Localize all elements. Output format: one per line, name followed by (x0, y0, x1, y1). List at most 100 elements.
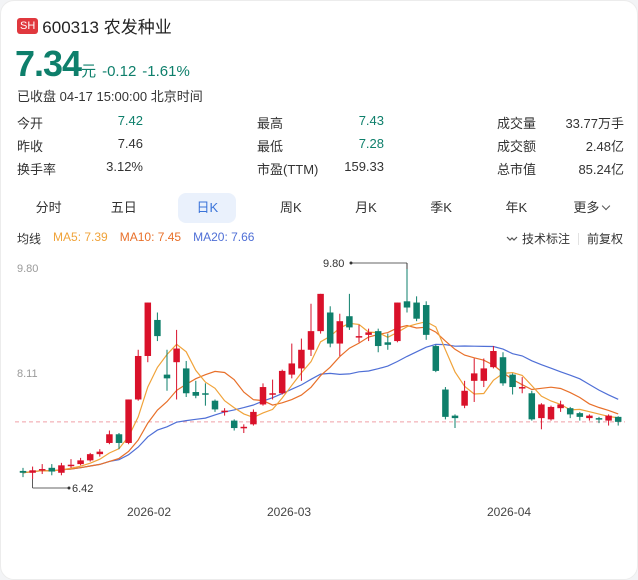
divider (577, 232, 579, 245)
candle-body (547, 406, 555, 420)
candle-body (566, 408, 574, 415)
tab-quarterly-k[interactable]: 季K (430, 200, 452, 215)
y-axis-label-top: 9.80 (17, 263, 39, 275)
candle-body (298, 349, 305, 369)
stats-grid: 今开 7.42 最高 7.43 成交量 33.77万手 昨收 7.46 最低 7… (17, 113, 625, 182)
candle-body (346, 316, 353, 328)
candle-body (106, 434, 113, 443)
tab-yearly-k[interactable]: 年K (505, 200, 528, 215)
price-change-pct: -1.61% (142, 63, 190, 80)
candle-body (307, 331, 315, 350)
ma-legend: 均线 MA5: 7.39 MA10: 7.45 MA20: 7.66 (17, 230, 254, 247)
x-axis-label: 2026-03 (267, 505, 312, 519)
chevron-down-icon (602, 201, 611, 211)
tab-daily-k[interactable]: 日K (178, 193, 237, 223)
candle-body (173, 348, 180, 363)
candle-body (355, 336, 363, 338)
stat-value-low: 7.28 (358, 136, 384, 151)
tech-annotation-label: 技术标注 (521, 232, 570, 246)
stat-label-pe: 市盈(TTM) (257, 162, 319, 177)
candle-body (134, 355, 142, 400)
stock-header: SH 600313 农发种业 (17, 13, 172, 38)
candle-body (470, 373, 478, 381)
candle-body (269, 393, 276, 395)
candle-body (317, 293, 324, 332)
candle-body (211, 400, 219, 410)
stat-value-turnover-rate: 3.12% (106, 159, 143, 174)
stat-label-prev-close: 昨收 (17, 139, 44, 154)
ma10-line (22, 324, 619, 474)
candle-body (509, 374, 516, 388)
candle-body (240, 426, 248, 429)
candle-body (144, 302, 152, 356)
wave-icon (506, 236, 518, 241)
candle-body (77, 460, 84, 465)
stat-label-turnover-rate: 换手率 (17, 162, 57, 177)
candle-body (115, 434, 123, 443)
candle-body (125, 399, 132, 443)
max-dot (349, 261, 353, 265)
ma-legend-label: 均线 (17, 232, 42, 246)
stat-value-open: 7.42 (117, 113, 143, 128)
candle-body (384, 342, 392, 345)
stat-label-market-cap: 总市值 (497, 162, 537, 177)
min-price-label: 6.42 (72, 483, 93, 495)
tab-five-day[interactable]: 五日 (110, 200, 137, 215)
candle-body (374, 331, 382, 347)
candle-body (518, 387, 526, 389)
candle-body (250, 411, 257, 425)
ma5-line (22, 321, 619, 474)
stat-label-turnover: 成交额 (497, 139, 537, 154)
ma20-line (22, 343, 619, 474)
tab-more[interactable]: 更多 (554, 193, 629, 223)
candle-body (422, 305, 430, 335)
candle-body (365, 332, 372, 335)
stat-label-open: 今开 (17, 116, 44, 131)
stats-row: 昨收 7.46 最低 7.28 成交额 2.48亿 (17, 136, 625, 159)
tab-weekly-k[interactable]: 周K (280, 200, 302, 215)
candle-body (48, 467, 56, 472)
tab-monthly-k[interactable]: 月K (355, 200, 377, 215)
candle-body (202, 393, 209, 395)
candle-body (557, 404, 564, 409)
candlestick-chart[interactable]: 9.80 6.42 (1, 251, 638, 501)
candle-body (19, 470, 27, 473)
candle-body (595, 418, 603, 420)
candle-body (288, 363, 296, 375)
ma10-value: MA10: 7.45 (119, 230, 182, 244)
candle-body (538, 404, 545, 419)
stat-value-volume: 33.77万手 (565, 116, 624, 131)
candle-body (451, 415, 459, 419)
stat-label-low: 最低 (257, 139, 284, 154)
candle-body (154, 319, 161, 337)
tab-intraday[interactable]: 分时 (35, 200, 62, 215)
candle-body (403, 301, 411, 308)
candle-body (528, 393, 536, 420)
market-status: 已收盘 04-17 15:00:00 北京时间 (17, 89, 203, 104)
candle-body (192, 392, 200, 396)
candle-body (38, 469, 46, 471)
candle-body (230, 420, 238, 429)
price-unit: 元 (81, 63, 97, 80)
y-axis-label-mid: 8.11 (17, 368, 38, 380)
candle-body (336, 321, 344, 344)
ma5-value: MA5: 7.39 (53, 230, 108, 244)
stock-title[interactable]: 600313 农发种业 (42, 18, 172, 37)
candle-body (499, 357, 507, 384)
candle-body (586, 415, 593, 419)
candle-body (490, 351, 497, 368)
candle-body (461, 390, 468, 406)
tech-annotation-button[interactable]: 技术标注 (506, 230, 570, 247)
x-axis-label: 2026-02 (127, 505, 172, 519)
stat-value-prev-close: 7.46 (117, 136, 143, 151)
price-row: 7.34 元 -0.12 -1.61% (15, 43, 196, 85)
candle-body (605, 415, 612, 421)
adjust-button[interactable]: 前复权 (586, 232, 623, 246)
stats-row: 今开 7.42 最高 7.43 成交量 33.77万手 (17, 113, 625, 136)
candle-body (58, 465, 65, 473)
x-axis-label: 2026-04 (487, 505, 532, 519)
max-price-label: 9.80 (323, 258, 344, 270)
stat-value-turnover: 2.48亿 (585, 139, 624, 154)
candle-body (413, 302, 420, 319)
exchange-badge: SH (17, 17, 39, 34)
